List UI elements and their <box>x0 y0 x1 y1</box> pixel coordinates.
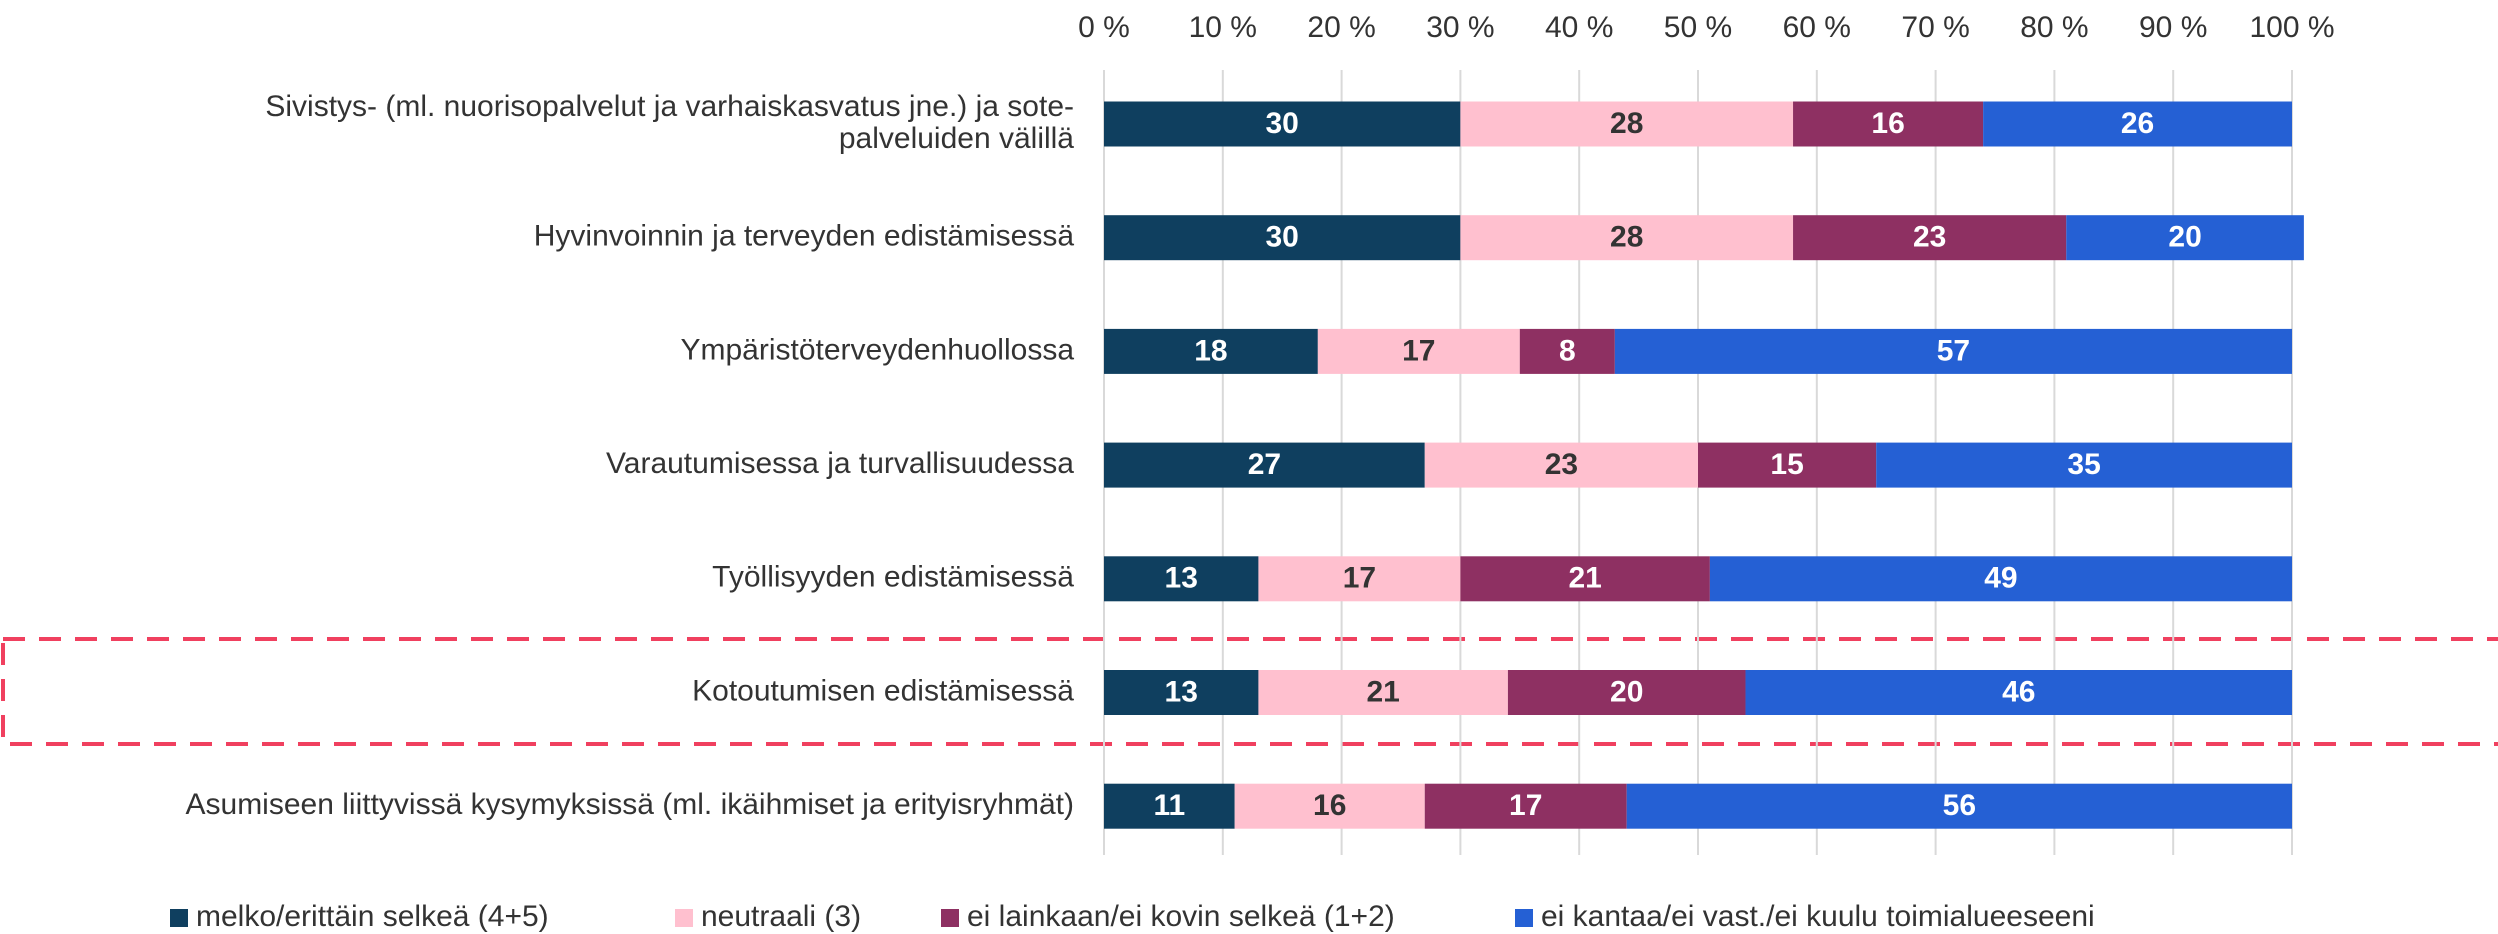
legend-label: melko/erittäin selkeä (4+5) <box>196 900 549 933</box>
bar-segment <box>1104 670 1259 715</box>
bar-segment <box>1983 101 2292 147</box>
data-label: 16 <box>1313 789 1346 822</box>
category-label: Asumiseen liittyvissä kysymyksissä (ml. … <box>186 788 1075 821</box>
data-label: 35 <box>2067 448 2100 481</box>
bar-segment <box>1234 783 1425 829</box>
bar-segment <box>1626 783 2292 829</box>
bar-segment <box>1793 101 1984 147</box>
x-tick-label: 100 % <box>2249 11 2334 44</box>
x-tick-label: 70 % <box>1901 11 1969 44</box>
x-tick-label: 90 % <box>2139 11 2207 44</box>
bar-segment <box>1507 670 1746 715</box>
data-label: 8 <box>1559 334 1576 367</box>
category-label: Kotoutumisen edistämisessä <box>692 674 1074 707</box>
data-label: 13 <box>1165 675 1198 708</box>
bar-segment <box>1614 328 2292 374</box>
data-label: 49 <box>1984 562 2017 595</box>
x-tick-label: 0 % <box>1078 11 1130 44</box>
x-tick-label: 80 % <box>2020 11 2088 44</box>
data-label: 30 <box>1266 221 1299 254</box>
x-tick-label: 20 % <box>1307 11 1375 44</box>
data-label: 20 <box>2168 221 2201 254</box>
data-label: 21 <box>1568 562 1601 595</box>
data-label: 30 <box>1266 107 1299 140</box>
category-label: Hyvinvoinnin ja terveyden edistämisessä <box>534 220 1075 253</box>
data-label: 17 <box>1509 789 1542 822</box>
bar-segment <box>1104 215 1461 261</box>
bar-segment <box>1793 215 2067 261</box>
highlight-box <box>1 637 2498 746</box>
bar-segment <box>1745 670 2292 715</box>
data-label: 16 <box>1871 107 1904 140</box>
data-label: 28 <box>1610 221 1643 254</box>
legend-swatch <box>170 909 188 927</box>
data-label: 46 <box>2002 675 2035 708</box>
legend-swatch <box>941 909 959 927</box>
bar-segment <box>1709 556 2292 602</box>
bar-segment <box>1104 328 1318 374</box>
bar-segment <box>1258 670 1508 715</box>
legend-label: neutraali (3) <box>701 900 861 933</box>
bar-segment <box>1460 556 1710 602</box>
legend-label: ei kantaa/ei vast./ei kuulu toimialueese… <box>1541 900 2095 933</box>
data-label: 17 <box>1343 562 1376 595</box>
legend-swatch <box>675 909 693 927</box>
bar-segment <box>1698 442 1877 488</box>
bar-segment <box>1424 442 1698 488</box>
x-tick-label: 30 % <box>1426 11 1494 44</box>
data-label: 26 <box>2121 107 2154 140</box>
data-label: 56 <box>1943 789 1976 822</box>
data-label: 23 <box>1545 448 1578 481</box>
data-label: 28 <box>1610 107 1643 140</box>
data-label: 23 <box>1913 221 1946 254</box>
bar-segment <box>1104 783 1235 829</box>
bar-segment <box>2066 215 2304 261</box>
bar-segment <box>1104 101 1461 147</box>
bar-segment <box>1317 328 1520 374</box>
x-tick-label: 50 % <box>1664 11 1732 44</box>
bar-segment <box>1424 783 1627 829</box>
bar-segment <box>1104 442 1425 488</box>
data-label: 13 <box>1165 562 1198 595</box>
category-label: Varautumisessa ja turvallisuudessa <box>606 447 1074 480</box>
data-label: 18 <box>1194 334 1227 367</box>
bar-segment <box>1876 442 2292 488</box>
legend-label: ei lainkaan/ei kovin selkeä (1+2) <box>967 900 1395 933</box>
x-tick-label: 10 % <box>1189 11 1257 44</box>
bar-segment <box>1258 556 1461 602</box>
bar-segment <box>1519 328 1615 374</box>
data-label: 20 <box>1610 675 1643 708</box>
legend-swatch <box>1515 909 1533 927</box>
data-label: 11 <box>1153 789 1185 822</box>
category-label: Työllisyyden edistämisessä <box>712 561 1074 594</box>
bar-segment <box>1460 215 1794 261</box>
data-label: 15 <box>1770 448 1803 481</box>
bar-segment <box>1460 101 1794 147</box>
bar-segment <box>1104 556 1259 602</box>
category-label: Sivistys- (ml. nuorisopalvelut ja varhai… <box>265 90 1074 155</box>
data-label: 17 <box>1402 334 1435 367</box>
data-label: 27 <box>1248 448 1281 481</box>
data-label: 57 <box>1937 334 1970 367</box>
x-tick-label: 60 % <box>1783 11 1851 44</box>
data-label: 21 <box>1366 675 1399 708</box>
category-label: Ympäristöterveydenhuollossa <box>680 333 1074 366</box>
x-tick-label: 40 % <box>1545 11 1613 44</box>
